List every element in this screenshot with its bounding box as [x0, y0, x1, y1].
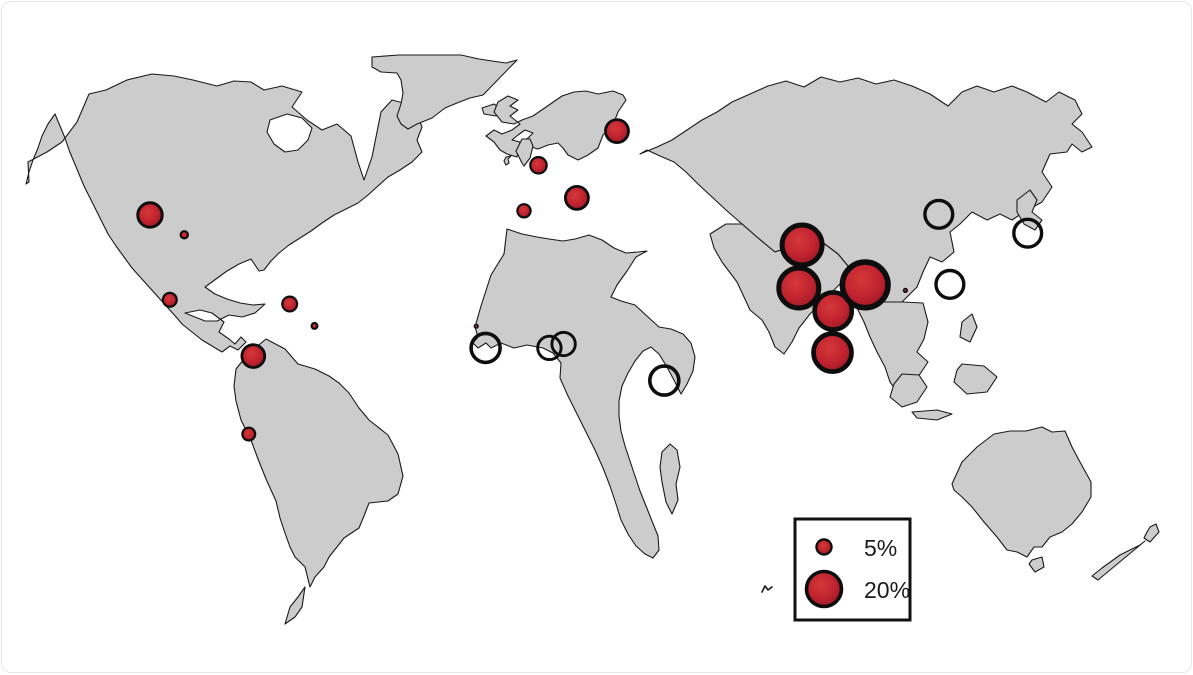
svg-text:5%: 5% [864, 535, 897, 561]
svg-text:20%: 20% [864, 577, 910, 603]
